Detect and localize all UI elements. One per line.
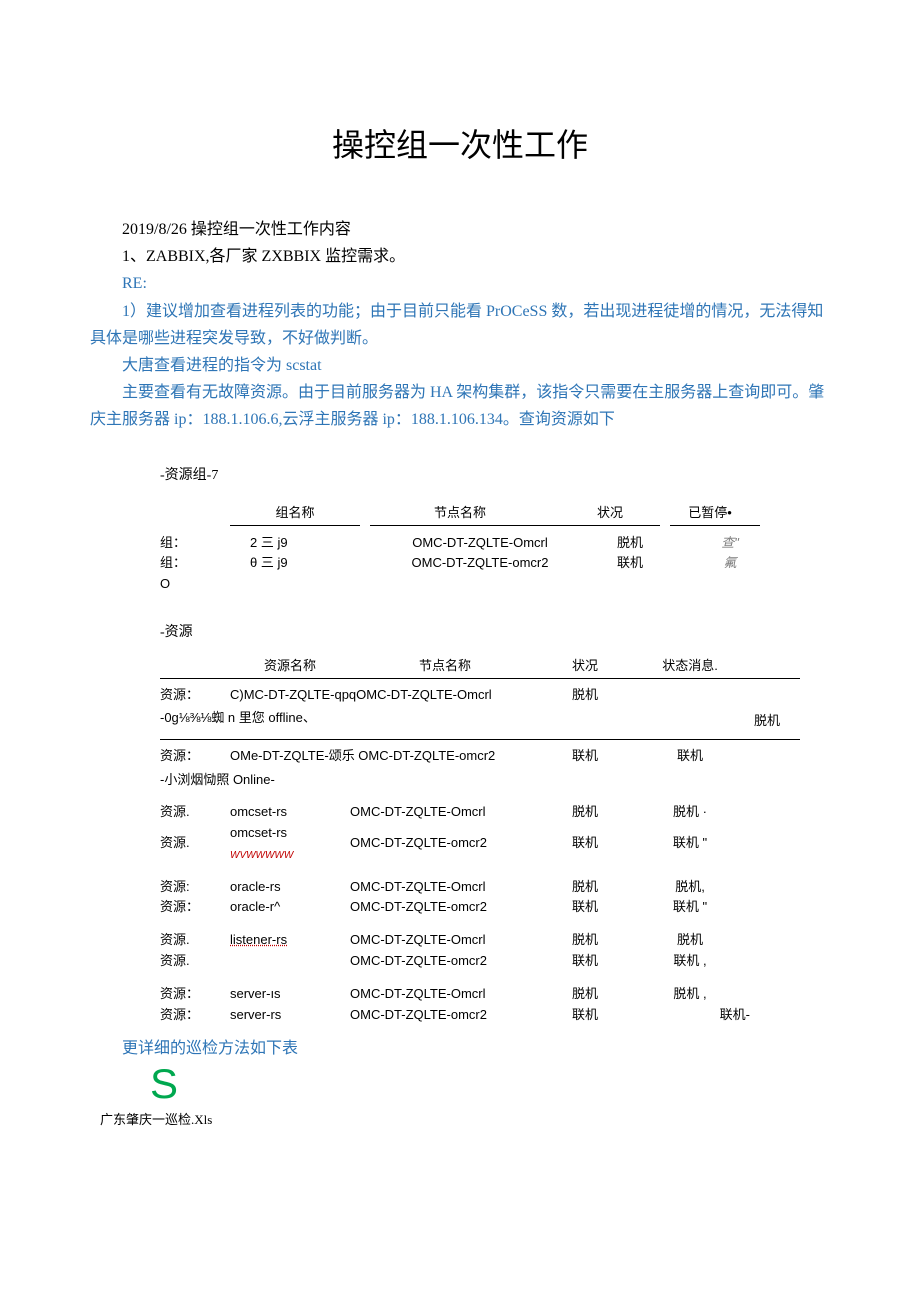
row-label: 组：	[160, 533, 230, 554]
r-msg: 脱机 ·	[630, 802, 750, 823]
hdr-res-name: 资源名称	[230, 655, 350, 674]
r-label: 资源：	[160, 1005, 230, 1026]
r-msg: 联机	[630, 746, 750, 767]
row-gname: 2 三 j9	[230, 533, 380, 554]
r-label: 资源.	[160, 951, 230, 972]
r-name: oracle-r^	[230, 897, 350, 918]
r-status: 联机	[540, 1005, 630, 1026]
r-text: C)MC-DT-ZQLTE-qpqOMC-DT-ZQLTE-Omcrl	[230, 685, 540, 706]
r-msg: 联机 ,	[630, 951, 750, 972]
r-node: OMC-DT-ZQLTE-omcr2	[350, 951, 540, 972]
r-label: 资源.	[160, 802, 230, 823]
row-status: 脱机	[580, 533, 680, 554]
row-paused: 氟	[680, 553, 780, 574]
r-msg: 联机 "	[630, 833, 750, 854]
row-label: 组：	[160, 553, 230, 574]
hdr-group-name: 组名称	[230, 502, 360, 521]
resource-row: 资源： OMe-DT-ZQLTE-颂乐 OMC-DT-ZQLTE-omcr2 联…	[160, 746, 800, 767]
r-node: OMC-DT-ZQLTE-Omcrl	[350, 930, 540, 951]
resource-row: 资源. omcset-rs OMC-DT-ZQLTE-Omcrl 脱机 脱机 ·	[160, 802, 800, 823]
r-status: 脱机	[540, 685, 630, 706]
line-item1: 1、ZABBIX,各厂家 ZXBBIX 监控需求。	[90, 243, 830, 270]
r-label: 资源：	[160, 984, 230, 1005]
hdr-status: 状况	[560, 502, 660, 521]
row-status: 联机	[580, 553, 680, 574]
sub-note: -0g⅛⅜⅛蜘 n 里您 offline、	[160, 708, 700, 729]
r-name: server-rs	[230, 1005, 350, 1026]
r-name: omcset-rs	[230, 802, 350, 823]
para-suggestion: 1）建议增加查看进程列表的功能；由于目前只能看 PrOCeSS 数，若出现进程徒…	[90, 298, 830, 352]
row-node: OMC-DT-ZQLTE-omcr2	[380, 553, 580, 574]
r-node: OMC-DT-ZQLTE-omcr2	[350, 833, 540, 854]
r-msg: 脱机	[630, 930, 750, 951]
resource-row: 资源. omcset-rs WVWWWWW OMC-DT-ZQLTE-omcr2…	[160, 823, 800, 865]
group-row: 组： θ 三 j9 OMC-DT-ZQLTE-omcr2 联机 氟	[160, 553, 800, 574]
hdr-res-msg: 状态消息.	[630, 655, 750, 674]
r-status: 脱机	[540, 802, 630, 823]
r-status: 联机	[540, 833, 630, 854]
group-row: 组： 2 三 j9 OMC-DT-ZQLTE-Omcrl 脱机 查"	[160, 533, 800, 554]
r-label: 资源：	[160, 897, 230, 918]
r-label: 资源：	[160, 746, 230, 767]
r-node: OMC-DT-ZQLTE-Omcrl	[350, 877, 540, 898]
r-name: server-ıs	[230, 984, 350, 1005]
r-node: OMC-DT-ZQLTE-Omcrl	[350, 802, 540, 823]
r-status: 联机	[540, 951, 630, 972]
resource-row: 资源： server-ıs OMC-DT-ZQLTE-Omcrl 脱机 脱机 ,	[160, 984, 800, 1005]
r-status: 联机	[540, 897, 630, 918]
r-node: OMC-DT-ZQLTE-Omcrl	[350, 984, 540, 1005]
r-label: 资源:	[160, 877, 230, 898]
r-label: 资源.	[160, 930, 230, 951]
r-msg: 脱机,	[630, 877, 750, 898]
r-name: listener-rs	[230, 930, 350, 951]
row-gname: θ 三 j9	[230, 553, 380, 574]
resource-row: 资源： C)MC-DT-ZQLTE-qpqOMC-DT-ZQLTE-Omcrl …	[160, 685, 800, 706]
page-title: 操控组一次性工作	[90, 120, 830, 166]
sub-note: -小浏烟恸照 Online-	[160, 769, 800, 788]
group-table: 组名称 节点名称 状况 已暂停• 组： 2 三 j9 OMC-DT-ZQLTE-…	[160, 502, 800, 595]
hdr-paused: 已暂停•	[660, 502, 760, 521]
tail-o: O	[160, 574, 230, 595]
file-name: 广东肇庆一巡检.Xls	[100, 1109, 830, 1128]
para-explain: 主要查看有无故障资源。由于目前服务器为 HA 架构集群，该指令只需要在主服务器上…	[90, 379, 830, 433]
resource-section-label: -资源	[160, 621, 830, 641]
resource-row: 资源. listener-rs OMC-DT-ZQLTE-Omcrl 脱机 脱机	[160, 930, 800, 951]
resource-row: 资源： oracle-r^ OMC-DT-ZQLTE-omcr2 联机 联机 "	[160, 897, 800, 918]
para-command: 大唐查看进程的指令为 scstat	[90, 352, 830, 379]
more-detail: 更详细的巡检方法如下表	[90, 1035, 830, 1062]
r-label: 资源：	[160, 685, 230, 706]
group-tail: O	[160, 574, 800, 595]
resource-header-row: 资源名称 节点名称 状况 状态消息.	[160, 655, 800, 674]
group-section-label: -资源组-7	[160, 464, 830, 484]
hdr-node-name: 节点名称	[360, 502, 560, 521]
r-msg: 联机 "	[630, 897, 750, 918]
group-header-row: 组名称 节点名称 状况 已暂停•	[160, 502, 800, 521]
r-right: 脱机	[700, 711, 800, 732]
r-status: 脱机	[540, 930, 630, 951]
resource-subrow: -0g⅛⅜⅛蜘 n 里您 offline、 脱机	[160, 706, 800, 737]
r-text: OMe-DT-ZQLTE-颂乐 OMC-DT-ZQLTE-omcr2	[230, 746, 540, 767]
resource-row: 资源： server-rs OMC-DT-ZQLTE-omcr2 联机 联机-	[160, 1005, 800, 1026]
resource-row: 资源. OMC-DT-ZQLTE-omcr2 联机 联机 ,	[160, 951, 800, 972]
excel-icon: S	[150, 1063, 830, 1105]
r-status: 联机	[540, 746, 630, 767]
r-status: 脱机	[540, 877, 630, 898]
row-paused: 查"	[680, 533, 780, 554]
hdr-res-status: 状况	[540, 655, 630, 674]
r-status: 脱机	[540, 984, 630, 1005]
hdr-res-node: 节点名称	[350, 655, 540, 674]
r-name: oracle-rs	[230, 877, 350, 898]
r-msg: 脱机 ,	[630, 984, 750, 1005]
re-label: RE:	[90, 270, 830, 297]
line-date: 2019/8/26 操控组一次性工作内容	[90, 216, 830, 243]
row-node: OMC-DT-ZQLTE-Omcrl	[380, 533, 580, 554]
r-node: OMC-DT-ZQLTE-omcr2	[350, 1005, 540, 1026]
r-name: omcset-rs	[230, 825, 287, 840]
r-label: 资源.	[160, 833, 230, 854]
wavy-underline: WVWWWWW	[230, 850, 293, 861]
resource-row: 资源: oracle-rs OMC-DT-ZQLTE-Omcrl 脱机 脱机,	[160, 877, 800, 898]
r-msg: 联机-	[630, 1005, 760, 1026]
r-node: OMC-DT-ZQLTE-omcr2	[350, 897, 540, 918]
resource-table: 资源名称 节点名称 状况 状态消息. 资源： C)MC-DT-ZQLTE-qpq…	[160, 655, 800, 1026]
